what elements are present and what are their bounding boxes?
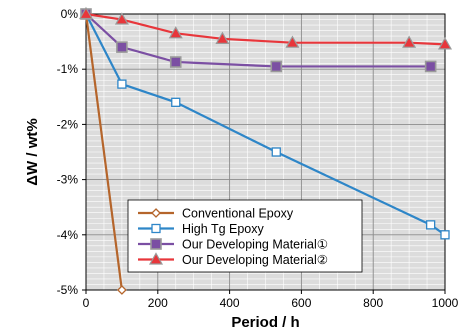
legend-label: High Tg Epoxy bbox=[182, 222, 265, 236]
legend-swatch-marker bbox=[148, 252, 164, 265]
series-4 bbox=[78, 6, 453, 50]
y-axis-title: ΔW / wt% bbox=[24, 118, 41, 185]
plot-frame bbox=[85, 13, 446, 291]
legend-label: Conventional Epoxy bbox=[182, 207, 294, 221]
data-point bbox=[168, 26, 183, 39]
x-tick-label: 1000 bbox=[432, 296, 459, 310]
legend-item: Conventional Epoxy bbox=[138, 207, 294, 221]
data-point bbox=[271, 147, 281, 157]
data-point bbox=[116, 285, 127, 295]
legend-item: Our Developing Material① bbox=[138, 238, 328, 252]
y-axis-ticks: 0% -1% -2% -3% -4% -5% bbox=[57, 7, 86, 297]
data-point bbox=[424, 60, 437, 73]
legend-item: Our Developing Material② bbox=[138, 252, 328, 267]
x-tick-label: 800 bbox=[363, 296, 383, 310]
data-point bbox=[285, 35, 300, 48]
y-tick-label: -5% bbox=[57, 283, 79, 297]
legend-label: Our Developing Material② bbox=[182, 253, 328, 267]
data-point bbox=[117, 79, 127, 89]
x-axis-title: Period / h bbox=[231, 314, 299, 331]
legend-label: Our Developing Material① bbox=[182, 238, 328, 252]
data-point bbox=[437, 37, 453, 50]
data-point bbox=[402, 35, 417, 48]
data-point bbox=[169, 56, 182, 68]
y-tick-label: -1% bbox=[57, 62, 79, 76]
x-tick-label: 0 bbox=[83, 296, 90, 310]
y-tick-label: -4% bbox=[57, 228, 79, 242]
data-point bbox=[425, 220, 436, 230]
data-point bbox=[116, 41, 128, 53]
data-point bbox=[270, 60, 283, 73]
data-point bbox=[171, 97, 181, 107]
series-line bbox=[84, 13, 123, 291]
data-point bbox=[78, 6, 94, 20]
y-tick-label: -3% bbox=[57, 173, 79, 187]
x-tick-label: 400 bbox=[220, 296, 240, 310]
legend-item: High Tg Epoxy bbox=[138, 222, 265, 236]
series-layer bbox=[78, 6, 453, 295]
data-point bbox=[215, 31, 230, 44]
legend-swatch-marker bbox=[150, 238, 162, 250]
data-point bbox=[440, 230, 450, 240]
x-axis-ticks: 0 200 400 600 800 1000 bbox=[83, 290, 459, 310]
y-tick-label: 0% bbox=[61, 7, 79, 21]
y-tick-label: -2% bbox=[57, 117, 79, 131]
legend-swatch-marker bbox=[151, 208, 161, 218]
x-tick-label: 600 bbox=[291, 296, 311, 310]
legend-swatch-marker bbox=[151, 223, 161, 234]
data-point bbox=[114, 12, 129, 25]
x-tick-label: 200 bbox=[148, 296, 168, 310]
